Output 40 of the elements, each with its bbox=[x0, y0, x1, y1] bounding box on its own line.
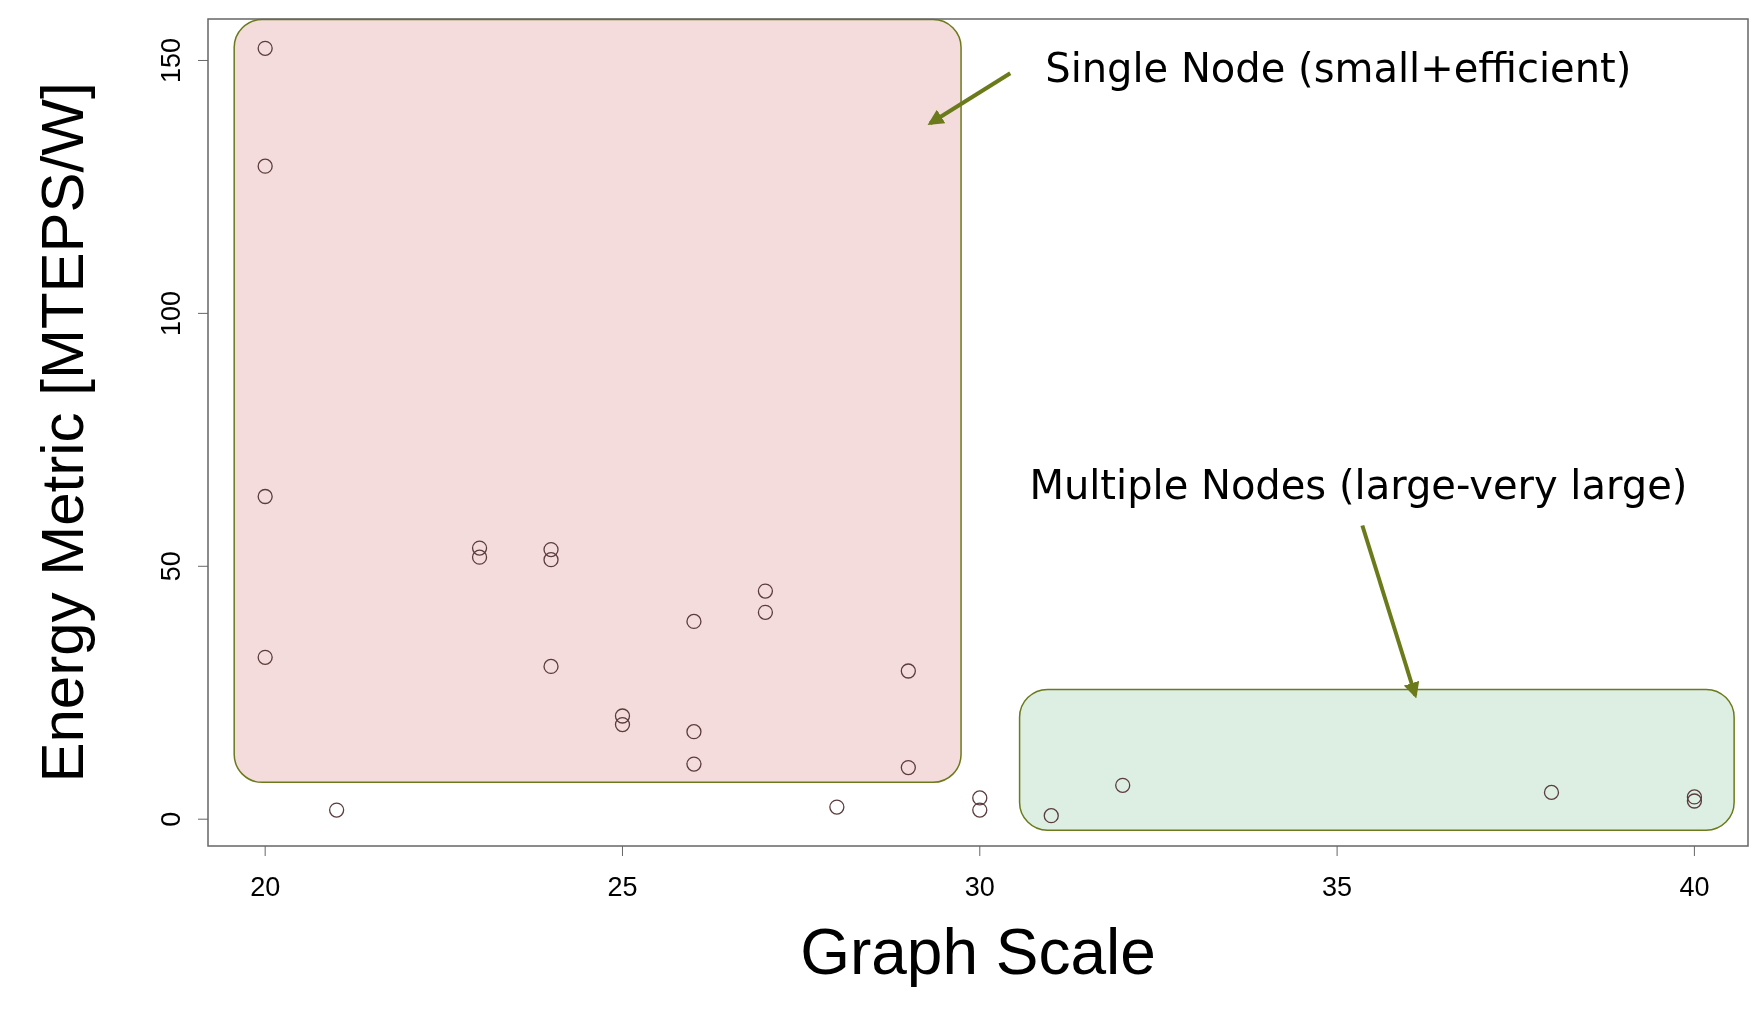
point bbox=[1043, 808, 1059, 824]
point bbox=[1686, 793, 1703, 809]
point bbox=[257, 158, 273, 174]
y-tick-label: 0 bbox=[156, 811, 186, 827]
point bbox=[543, 541, 559, 558]
point bbox=[1686, 789, 1703, 805]
point bbox=[686, 756, 702, 772]
point bbox=[900, 759, 916, 776]
point bbox=[543, 658, 559, 675]
point bbox=[757, 604, 774, 620]
y-axis-title: Energy Metric [MTEPS/W] bbox=[29, 82, 96, 783]
point bbox=[471, 549, 488, 565]
point bbox=[257, 40, 273, 56]
point bbox=[829, 799, 845, 815]
point bbox=[257, 649, 273, 665]
point bbox=[972, 802, 988, 818]
x-tick-label: 40 bbox=[1679, 872, 1710, 902]
point bbox=[328, 802, 345, 818]
x-tick-label: 20 bbox=[250, 872, 281, 902]
point bbox=[471, 540, 488, 556]
point bbox=[1543, 784, 1560, 801]
point bbox=[614, 708, 631, 724]
point bbox=[686, 613, 702, 630]
annotation: Single Node (small+efficient) bbox=[1045, 45, 1632, 92]
point bbox=[972, 790, 988, 806]
point bbox=[686, 724, 702, 740]
y-tick-label: 150 bbox=[156, 37, 186, 84]
x-tick-label: 35 bbox=[1322, 872, 1353, 902]
y-tick-label: 50 bbox=[156, 551, 186, 582]
point bbox=[1115, 777, 1131, 793]
x-tick-label: 30 bbox=[964, 872, 995, 902]
point bbox=[757, 583, 774, 599]
x-axis-title: Graph Scale bbox=[800, 916, 1156, 988]
point bbox=[614, 716, 631, 733]
annotation: Multiple Nodes (large-very large) bbox=[1029, 462, 1688, 509]
x-tick-label: 25 bbox=[607, 872, 638, 902]
y-tick-label: 100 bbox=[156, 290, 186, 336]
point bbox=[257, 488, 273, 505]
point bbox=[543, 552, 559, 568]
point bbox=[900, 663, 916, 679]
